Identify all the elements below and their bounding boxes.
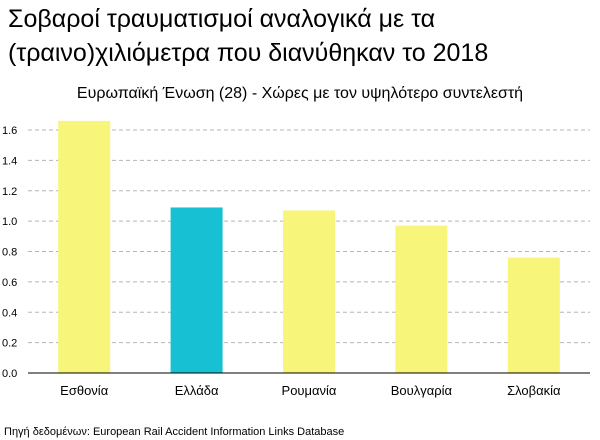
x-category-label: Ελλάδα xyxy=(175,383,219,398)
y-tick-label: 0.6 xyxy=(2,277,17,289)
y-tick-label: 0.2 xyxy=(2,338,17,350)
y-tick-label: 0.4 xyxy=(2,307,17,319)
y-tick-label: 1.4 xyxy=(2,155,17,167)
chart-subtitle: Ευρωπαϊκή Ένωση (28) - Χώρες με τον υψηλ… xyxy=(76,85,524,102)
bar xyxy=(170,207,223,373)
chart-title: Σοβαροί τραυματισμοί αναλογικά με τα (τρ… xyxy=(8,5,489,67)
y-tick-label: 1.0 xyxy=(2,216,17,228)
y-tick-label: 1.6 xyxy=(2,125,17,137)
bar xyxy=(395,225,448,373)
y-tick-label: 1.2 xyxy=(2,186,17,198)
y-tick-label: 0.0 xyxy=(2,368,17,380)
x-category-label: Βουλγαρία xyxy=(391,383,453,398)
axes: 0.0 0.2 0.4 0.6 0.8 1.0 1.2 1.4 1.6 Εσθονία Ελλάδα… xyxy=(2,125,590,398)
x-category-label: Ρουμανία xyxy=(282,383,337,398)
data-source-note: Πηγή δεδομένων: European Rail Accident I… xyxy=(4,426,345,438)
x-category-label: Σλοβακία xyxy=(507,383,561,398)
bar xyxy=(507,257,560,373)
x-category-label: Εσθονία xyxy=(60,383,109,398)
bar xyxy=(283,210,335,373)
bar xyxy=(58,120,111,373)
bars xyxy=(58,120,560,373)
y-tick-label: 0.8 xyxy=(2,247,17,259)
